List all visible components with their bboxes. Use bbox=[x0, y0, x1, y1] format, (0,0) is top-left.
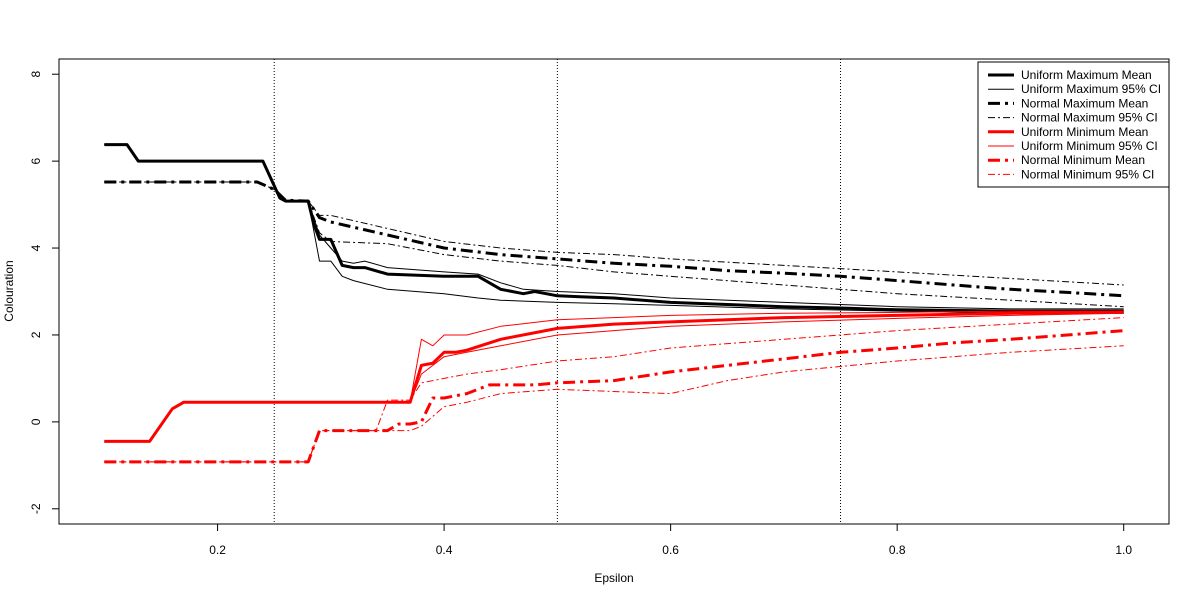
data-series bbox=[104, 143, 1124, 464]
x-axis-label: Epsilon bbox=[594, 571, 633, 585]
y-tick-label: -2 bbox=[29, 503, 43, 514]
x-tick-label: 0.6 bbox=[662, 543, 679, 557]
x-tick-label: 0.8 bbox=[889, 543, 906, 557]
series-line bbox=[104, 345, 1124, 463]
y-axis-label: Colouration bbox=[2, 260, 16, 321]
x-tick-label: 0.4 bbox=[436, 543, 453, 557]
series-line bbox=[104, 181, 1124, 308]
series-line bbox=[104, 144, 1124, 314]
legend-label: Normal Maximum 95% CI bbox=[1021, 111, 1158, 125]
reference-lines bbox=[273, 59, 842, 524]
y-tick-label: 4 bbox=[29, 244, 43, 251]
legend-label: Uniform Minimum Mean bbox=[1021, 125, 1148, 139]
series-line bbox=[104, 180, 1124, 298]
x-tick-label: 1.0 bbox=[1115, 543, 1132, 557]
series-line bbox=[104, 312, 1124, 442]
series-line bbox=[104, 329, 1124, 464]
legend-label: Uniform Minimum 95% CI bbox=[1021, 139, 1158, 153]
legend-box bbox=[977, 61, 1170, 188]
x-axis: 0.2 0.4 0.6 0.8 1.0 bbox=[209, 523, 1132, 557]
legend-label: Normal Minimum Mean bbox=[1021, 153, 1145, 167]
legend-label: Uniform Maximum Mean bbox=[1021, 68, 1152, 82]
y-axis: -2 0 2 4 6 8 bbox=[29, 71, 60, 514]
legend-label: Normal Maximum Mean bbox=[1021, 96, 1148, 110]
y-tick-label: 8 bbox=[29, 71, 43, 78]
x-tick-label: 0.2 bbox=[209, 543, 226, 557]
y-tick-label: 6 bbox=[29, 157, 43, 164]
legend-label: Uniform Maximum 95% CI bbox=[1021, 82, 1161, 96]
y-tick-label: 0 bbox=[29, 418, 43, 425]
legend-label: Normal Minimum 95% CI bbox=[1021, 167, 1154, 181]
y-tick-label: 2 bbox=[29, 331, 43, 338]
